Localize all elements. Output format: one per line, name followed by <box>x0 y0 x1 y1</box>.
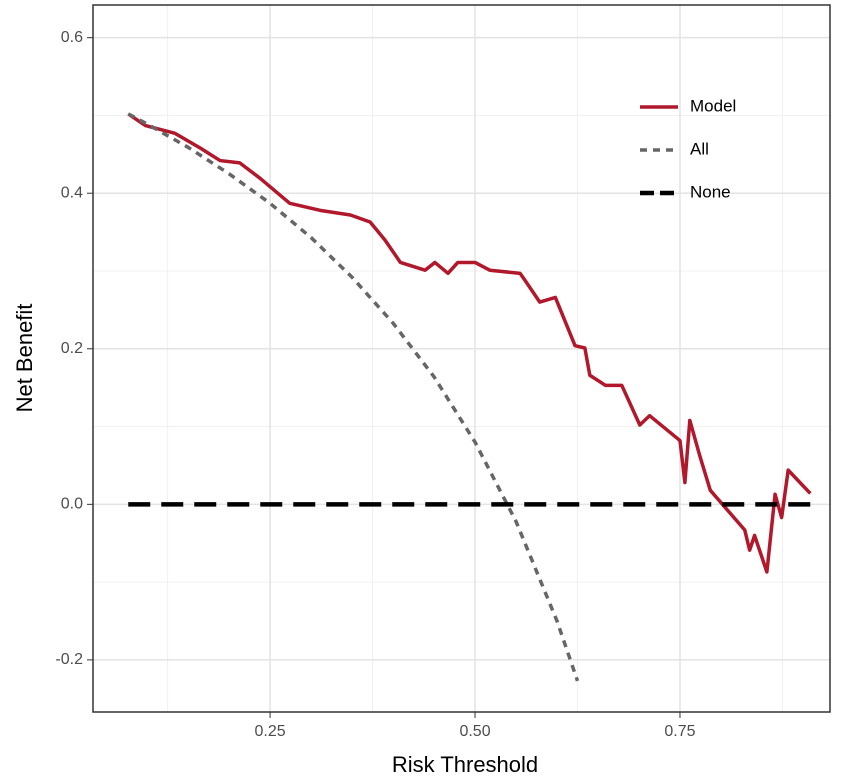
legend-label: None <box>690 182 731 201</box>
x-tick-label: 0.50 <box>459 723 490 740</box>
y-axis-title: Net Benefit <box>12 304 37 413</box>
y-tick-label: 0.2 <box>61 340 83 357</box>
x-axis-title: Risk Threshold <box>392 752 538 777</box>
x-tick-label: 0.75 <box>664 723 695 740</box>
y-tick-label: 0.0 <box>61 496 83 513</box>
y-tick-label: -0.2 <box>55 651 83 668</box>
y-tick-label: 0.4 <box>61 184 83 201</box>
y-tick-label: 0.6 <box>61 29 83 46</box>
plot-border <box>92 4 831 713</box>
x-tick-label: 0.25 <box>255 723 286 740</box>
legend-label: All <box>690 139 709 158</box>
series-line <box>127 112 580 682</box>
series-line <box>127 112 812 574</box>
legend-label: Model <box>690 96 736 115</box>
